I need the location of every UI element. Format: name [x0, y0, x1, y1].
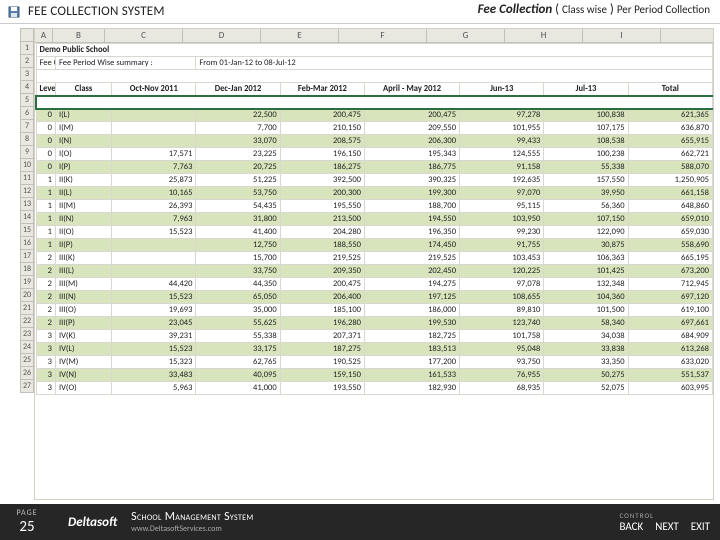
row-header[interactable]: 1: [20, 42, 34, 55]
col-header[interactable]: A: [35, 29, 53, 42]
exit-button[interactable]: EXIT: [691, 520, 710, 533]
row-header[interactable]: 26: [20, 367, 34, 380]
row-header[interactable]: 13: [20, 198, 34, 211]
row-header[interactable]: 21: [20, 302, 34, 315]
row-header[interactable]: 25: [20, 354, 34, 367]
row-header[interactable]: 17: [20, 250, 34, 263]
column-headers: ABCDEFGHI: [35, 29, 713, 43]
col-header[interactable]: H: [505, 29, 583, 42]
row-header[interactable]: 19: [20, 276, 34, 289]
row-header[interactable]: 18: [20, 263, 34, 276]
col-header[interactable]: I: [583, 29, 661, 42]
row-header[interactable]: 11: [20, 172, 34, 185]
row-header[interactable]: 10: [20, 159, 34, 172]
col-header[interactable]: B: [53, 29, 105, 42]
brand: Deltasoft: [68, 515, 117, 530]
page-label: PAGE: [0, 508, 54, 518]
row-header[interactable]: 12: [20, 185, 34, 198]
col-header[interactable]: E: [261, 29, 339, 42]
control-box: CONTROL BACK NEXT EXIT: [619, 511, 710, 533]
page-box: PAGE 25: [0, 508, 54, 536]
next-button[interactable]: NEXT: [655, 520, 679, 533]
row-header[interactable]: 4: [20, 81, 34, 94]
col-header[interactable]: G: [427, 29, 505, 42]
row-headers: 1234567891011121314151617181920212223242…: [20, 42, 34, 500]
sms-box: School Management System www.DeltasoftSe…: [131, 510, 253, 534]
row-header[interactable]: 3: [20, 68, 34, 81]
row-header[interactable]: 20: [20, 289, 34, 302]
row-header[interactable]: 15: [20, 224, 34, 237]
app-title: FEE COLLECTION SYSTEM: [28, 4, 165, 19]
data-grid: Demo Public SchoolFee Collection :Fee Pe…: [35, 43, 713, 395]
control-label: CONTROL: [619, 511, 710, 520]
row-header[interactable]: 7: [20, 120, 34, 133]
row-header[interactable]: 9: [20, 146, 34, 159]
spreadsheet: ABCDEFGHI Demo Public SchoolFee Collecti…: [34, 28, 714, 500]
col-header[interactable]: F: [339, 29, 427, 42]
row-header[interactable]: 2: [20, 55, 34, 68]
row-header[interactable]: 22: [20, 315, 34, 328]
sheet-corner[interactable]: [20, 28, 34, 42]
sms-title: School Management System: [131, 510, 253, 524]
row-header[interactable]: 8: [20, 133, 34, 146]
row-header[interactable]: 16: [20, 237, 34, 250]
row-header[interactable]: 14: [20, 211, 34, 224]
col-header[interactable]: C: [105, 29, 183, 42]
back-button[interactable]: BACK: [619, 520, 643, 533]
page-number: 25: [0, 518, 54, 536]
col-header[interactable]: D: [183, 29, 261, 42]
footer-bar: PAGE 25 Deltasoft School Management Syst…: [0, 504, 720, 540]
row-header[interactable]: 24: [20, 341, 34, 354]
header-bar: FEE COLLECTION SYSTEM Fee Collection ( C…: [0, 0, 720, 24]
page-title: Fee Collection ( Class wise ) Per Period…: [478, 2, 710, 17]
url: www.DeltasoftServices.com: [131, 524, 253, 534]
row-header[interactable]: 5: [20, 94, 34, 107]
row-header[interactable]: 27: [20, 380, 34, 393]
save-icon[interactable]: [6, 4, 22, 20]
row-header[interactable]: 23: [20, 328, 34, 341]
row-header[interactable]: 6: [20, 107, 34, 120]
